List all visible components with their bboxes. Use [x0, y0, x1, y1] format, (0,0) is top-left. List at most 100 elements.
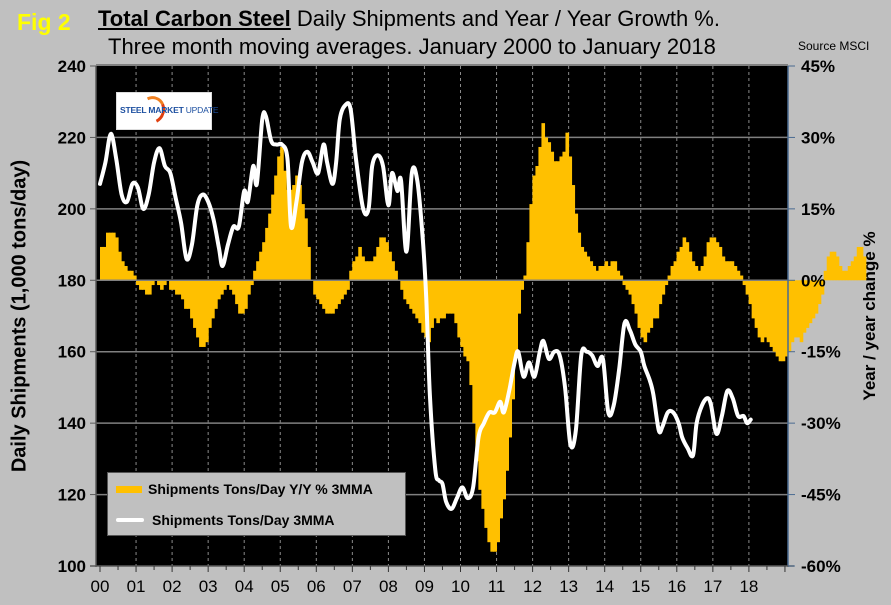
bar — [691, 261, 696, 281]
x-tick-label: 08 — [379, 577, 398, 596]
left-tick-label: 140 — [58, 414, 86, 433]
bar — [577, 232, 582, 281]
bar — [535, 166, 540, 281]
legend-entry-line: Shipments Tons/Day 3MMA — [116, 512, 335, 528]
x-tick-label: 18 — [739, 577, 758, 596]
bar — [634, 280, 639, 314]
bar — [373, 256, 377, 281]
chart-title-line2: Three month moving averages. January 200… — [108, 34, 716, 59]
bar — [436, 280, 440, 324]
bar — [544, 137, 549, 281]
bar — [649, 280, 654, 328]
bar — [505, 280, 510, 471]
bar — [259, 251, 263, 281]
bar — [775, 280, 780, 357]
bar — [181, 280, 185, 300]
bar — [592, 266, 597, 281]
line-series — [98, 101, 753, 511]
bar — [112, 232, 116, 281]
bar — [118, 251, 122, 281]
bar — [217, 280, 221, 300]
bar — [271, 194, 275, 281]
bar — [238, 280, 242, 314]
chart-legend: Shipments Tons/Day Y/Y % 3MMA Shipments … — [107, 472, 406, 536]
bar — [667, 275, 672, 281]
bar — [295, 175, 299, 281]
right-tick-labels: -60% -45% -30% -15% 0% 15% 30% 45% — [801, 57, 841, 576]
logo-text: STEEL MARKET UPDATE — [120, 105, 219, 115]
bar — [496, 280, 500, 543]
bar — [580, 246, 585, 281]
bar — [229, 280, 233, 290]
bar — [637, 280, 642, 328]
bar — [448, 280, 452, 314]
bar — [475, 280, 479, 462]
bar — [676, 251, 681, 281]
bar — [829, 251, 834, 281]
bar — [778, 280, 783, 362]
bar — [694, 266, 699, 281]
x-tick-label: 03 — [199, 577, 218, 596]
bar — [832, 251, 837, 281]
left-tick-label: 120 — [58, 486, 86, 505]
bar — [772, 280, 777, 352]
bar — [766, 280, 771, 343]
bar — [826, 256, 831, 281]
bar — [316, 280, 320, 300]
right-tick-label: 45% — [801, 57, 835, 76]
bar — [490, 280, 494, 552]
bar — [322, 280, 326, 309]
bar — [124, 266, 128, 281]
bar — [466, 280, 470, 362]
bar — [481, 280, 485, 509]
bar — [427, 280, 431, 343]
bar — [367, 261, 371, 281]
bar — [187, 280, 191, 309]
x-tick-label: 15 — [631, 577, 650, 596]
bar — [265, 227, 269, 281]
bar — [433, 280, 437, 319]
bar — [214, 280, 218, 309]
x-tick-label: 05 — [271, 577, 290, 596]
bar — [262, 242, 266, 281]
bar — [106, 232, 110, 281]
bar — [184, 280, 188, 309]
bar — [415, 280, 419, 319]
x-tick-label: 13 — [559, 577, 578, 596]
bar — [733, 266, 738, 281]
bar — [628, 280, 633, 295]
bar — [121, 261, 125, 281]
bar — [523, 275, 528, 281]
bar — [403, 280, 407, 300]
bar — [412, 280, 416, 314]
x-tick-label: 17 — [703, 577, 722, 596]
bar — [241, 280, 245, 314]
bar — [454, 280, 458, 324]
bar — [352, 261, 356, 281]
steel-market-update-logo: STEEL MARKET UPDATE — [116, 92, 219, 130]
bar — [769, 280, 774, 347]
bar — [526, 242, 531, 281]
bar — [619, 275, 624, 281]
x-tick-label: 04 — [235, 577, 254, 596]
bar — [493, 280, 497, 552]
bar — [169, 280, 173, 290]
bar — [805, 280, 810, 328]
bar — [727, 261, 732, 281]
bar — [430, 280, 434, 328]
bar — [856, 246, 861, 281]
bar — [268, 213, 272, 281]
bar — [814, 280, 819, 314]
bar — [160, 280, 164, 290]
bar — [370, 261, 374, 281]
bar — [703, 256, 708, 281]
bar — [559, 156, 564, 281]
bar — [484, 280, 488, 528]
right-tick-label: -15% — [801, 343, 841, 362]
bar — [538, 146, 543, 281]
bar — [250, 280, 254, 286]
bar — [340, 280, 344, 300]
bar — [532, 175, 537, 281]
bar — [760, 280, 765, 343]
bar — [469, 280, 473, 386]
